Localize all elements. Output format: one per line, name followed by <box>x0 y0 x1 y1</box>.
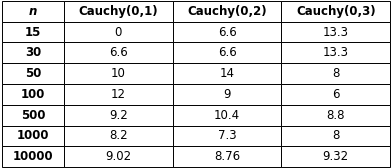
Text: 9.32: 9.32 <box>323 150 349 163</box>
Bar <box>64 42 173 63</box>
Text: 10.4: 10.4 <box>214 109 240 122</box>
Text: 10000: 10000 <box>13 150 53 163</box>
Text: 7.3: 7.3 <box>218 130 236 142</box>
Bar <box>2 1 64 22</box>
Text: 13.3: 13.3 <box>323 26 349 38</box>
Text: 12: 12 <box>111 88 126 101</box>
Text: 13.3: 13.3 <box>323 46 349 59</box>
Text: Cauchy(0,1): Cauchy(0,1) <box>78 5 158 18</box>
Text: 1000: 1000 <box>17 130 49 142</box>
Text: Cauchy(0,2): Cauchy(0,2) <box>187 5 267 18</box>
Text: 8: 8 <box>332 130 339 142</box>
Bar <box>281 125 390 146</box>
Text: 0: 0 <box>115 26 122 38</box>
Text: 10: 10 <box>111 67 126 80</box>
Bar <box>64 22 173 42</box>
Bar <box>2 105 64 125</box>
Text: Cauchy(0,3): Cauchy(0,3) <box>296 5 376 18</box>
Bar <box>281 22 390 42</box>
Text: 8: 8 <box>332 67 339 80</box>
Text: 6.6: 6.6 <box>218 26 236 38</box>
Bar <box>281 105 390 125</box>
Text: 9: 9 <box>223 88 231 101</box>
Bar <box>2 146 64 167</box>
Bar <box>64 125 173 146</box>
Text: 100: 100 <box>21 88 45 101</box>
Text: 9.02: 9.02 <box>105 150 131 163</box>
Text: 6: 6 <box>332 88 339 101</box>
Bar <box>173 146 281 167</box>
Bar <box>281 1 390 22</box>
Bar <box>173 84 281 105</box>
Text: 8.76: 8.76 <box>214 150 240 163</box>
Bar <box>64 1 173 22</box>
Text: 15: 15 <box>25 26 41 38</box>
Bar <box>173 22 281 42</box>
Bar <box>64 146 173 167</box>
Bar <box>281 146 390 167</box>
Bar <box>173 1 281 22</box>
Bar <box>173 63 281 84</box>
Text: n: n <box>29 5 37 18</box>
Bar <box>2 22 64 42</box>
Bar <box>173 42 281 63</box>
Bar <box>281 42 390 63</box>
Text: 6.6: 6.6 <box>218 46 236 59</box>
Text: 8.2: 8.2 <box>109 130 128 142</box>
Bar <box>173 125 281 146</box>
Text: 6.6: 6.6 <box>109 46 128 59</box>
Bar <box>2 63 64 84</box>
Text: 14: 14 <box>220 67 234 80</box>
Bar <box>64 84 173 105</box>
Text: 50: 50 <box>25 67 41 80</box>
Text: 30: 30 <box>25 46 41 59</box>
Bar <box>2 84 64 105</box>
Bar <box>281 84 390 105</box>
Bar <box>281 63 390 84</box>
Bar <box>2 125 64 146</box>
Bar <box>173 105 281 125</box>
Text: 8.8: 8.8 <box>327 109 345 122</box>
Text: 500: 500 <box>21 109 45 122</box>
Bar <box>2 42 64 63</box>
Text: 9.2: 9.2 <box>109 109 128 122</box>
Bar <box>64 63 173 84</box>
Bar <box>64 105 173 125</box>
